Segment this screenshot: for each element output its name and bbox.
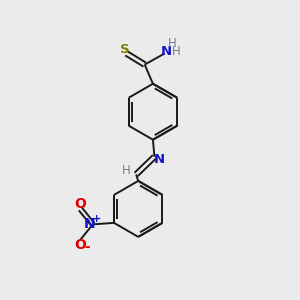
Text: N: N xyxy=(83,217,95,231)
Text: H: H xyxy=(122,164,131,177)
Text: H: H xyxy=(168,37,176,50)
Text: N: N xyxy=(154,153,165,166)
Text: -: - xyxy=(84,240,90,254)
Text: O: O xyxy=(74,238,86,252)
Text: H: H xyxy=(172,45,181,58)
Text: O: O xyxy=(74,197,86,211)
Text: S: S xyxy=(120,43,129,56)
Text: N: N xyxy=(160,45,172,58)
Text: +: + xyxy=(92,214,101,224)
